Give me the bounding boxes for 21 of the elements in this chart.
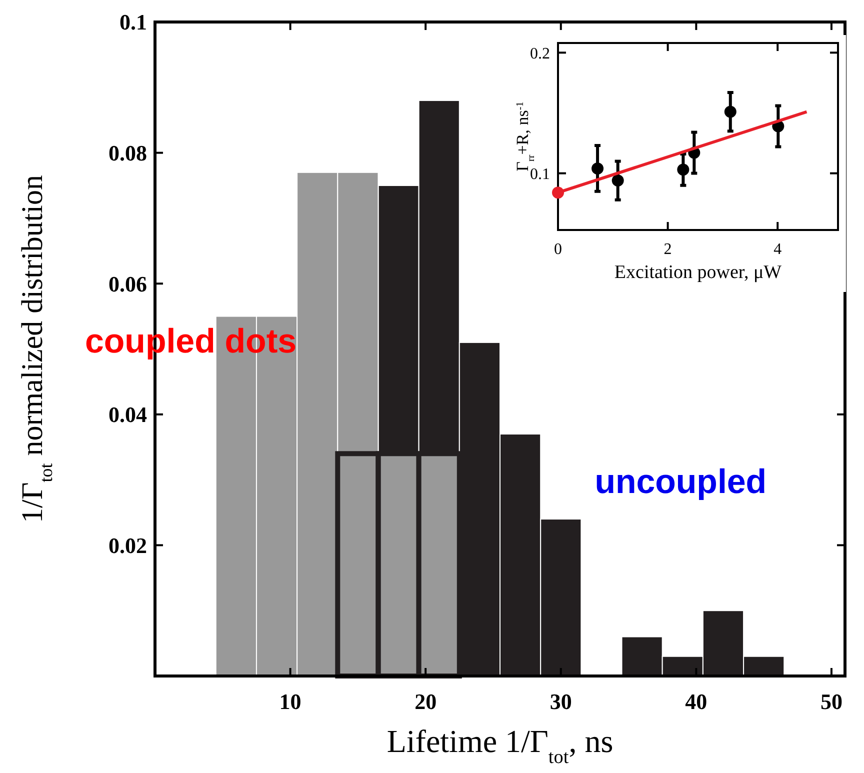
point [592,162,604,174]
point [612,174,624,187]
point [724,106,736,118]
annotation: uncoupled [594,462,767,501]
y-tick-label: 0.06 [108,271,147,296]
x-tick-label: 10 [279,689,302,714]
x-tick-label: 20 [414,689,437,714]
y-tick-label: 0.04 [108,402,147,428]
x-tick-label: 40 [685,689,708,714]
x-tick-label: 0 [554,241,562,258]
y-tick-label: 0.1 [120,10,147,35]
point [677,164,690,176]
y-tick-label: 0.08 [108,140,147,166]
x-axis-title: Excitation power, μW [614,262,782,283]
y-tick-label: 0.2 [530,45,550,62]
x-tick-label: 2 [664,241,672,258]
x-tick-label: 30 [550,689,572,714]
x-tick-label: 4 [774,241,782,258]
x-axis-title: Lifetime 1/Γ$_{tot}$, ns [386,723,614,768]
x-tick-label: 50 [820,689,842,714]
y-tick-label: 0.02 [108,532,147,558]
